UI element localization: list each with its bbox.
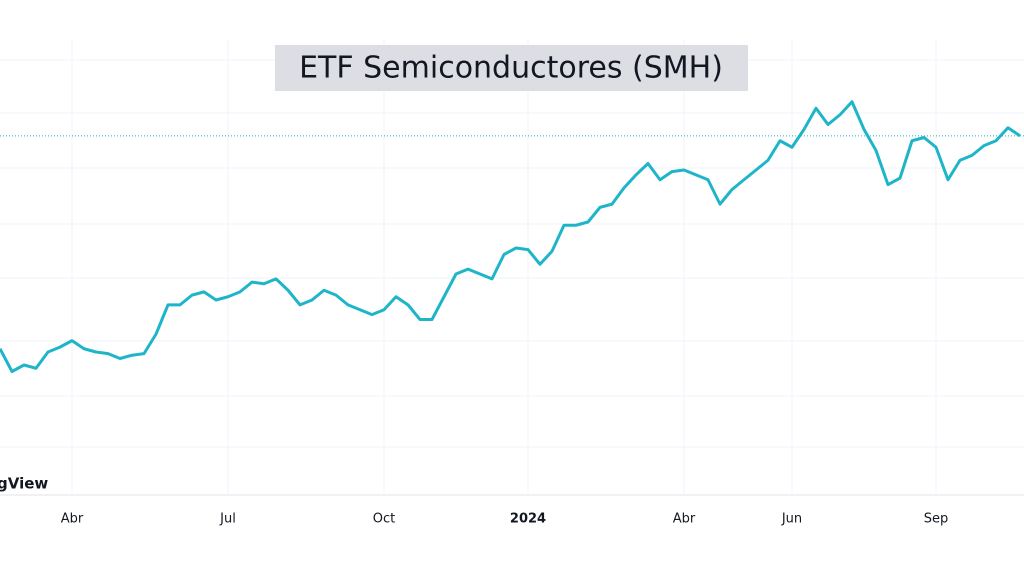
x-tick-label: Jun <box>781 512 802 527</box>
x-tick-label: 2024 <box>510 512 546 527</box>
x-tick-label: Oct <box>373 512 395 527</box>
x-tick-label: Jul <box>219 512 236 527</box>
x-tick-label: Sep <box>924 512 949 527</box>
price-line <box>0 100 1021 373</box>
watermark: gView <box>0 475 48 493</box>
title-bg <box>275 45 748 91</box>
x-tick-label: Abr <box>61 512 84 527</box>
chart-title: ETF Semiconductores (SMH) <box>299 51 723 86</box>
h-grid <box>0 59 1024 448</box>
x-tick-label: Abr <box>673 512 696 527</box>
